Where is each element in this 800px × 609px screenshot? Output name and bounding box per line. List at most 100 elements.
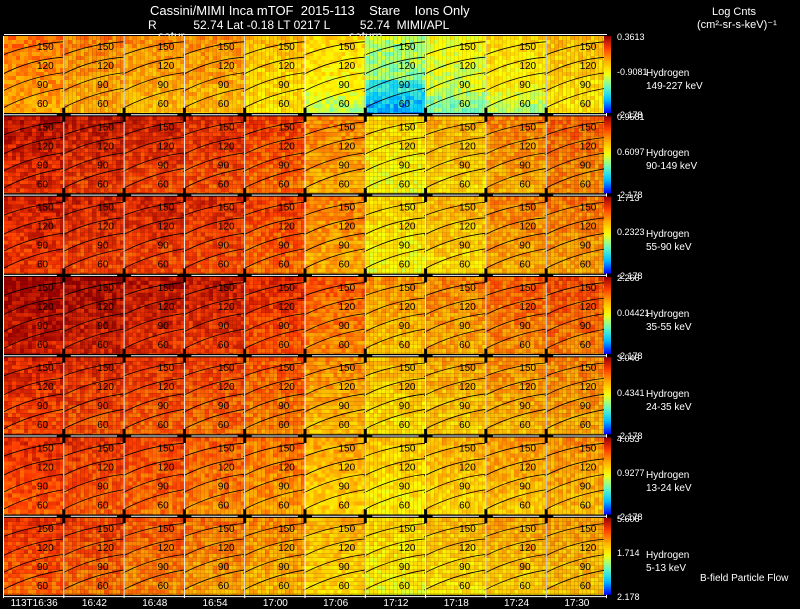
inca-image-panel (546, 36, 607, 113)
contour-label: 60 (278, 420, 290, 431)
colorbar-tick-label: -2.178 (617, 190, 643, 200)
field-contour-line (182, 312, 248, 333)
contour-label: 120 (278, 302, 295, 313)
contour-label: 60 (37, 501, 49, 512)
contour-label: 120 (399, 222, 416, 233)
field-contour-line (1, 121, 67, 136)
contour-label: 120 (580, 463, 597, 474)
field-contour-line (363, 362, 429, 377)
contour-label: 90 (97, 160, 109, 171)
contour-label: 90 (278, 321, 290, 332)
contour-label: 150 (339, 444, 356, 455)
inca-image-panel (124, 517, 184, 595)
contour-label: 90 (218, 160, 230, 171)
contour-label: 90 (278, 241, 290, 252)
contour-label: 120 (278, 382, 295, 393)
inca-image-panel (64, 437, 124, 515)
inca-image-panel (365, 437, 426, 515)
contour-label: 90 (580, 562, 592, 573)
colorbar-tick-label: -2.178 (617, 351, 643, 361)
contour-label: 120 (519, 222, 536, 233)
colorbar-tick-label: 0.4341 (617, 388, 645, 398)
field-contour-line (303, 569, 368, 591)
energy-range-label: 55-90 keV (646, 242, 692, 254)
field-contour-line (62, 136, 127, 156)
field-contour-line (423, 377, 489, 397)
contour-label: 120 (580, 141, 597, 152)
field-contour-line (62, 282, 127, 297)
inca-image-panel (124, 36, 184, 113)
contour-label: 90 (519, 80, 531, 91)
time-tick-label: 17:30 (564, 598, 589, 609)
field-contour-line (544, 328, 610, 350)
field-contour-line (303, 217, 368, 236)
contour-label: 120 (399, 463, 416, 474)
contour-label: 120 (278, 141, 295, 152)
contour-label: 150 (399, 203, 416, 214)
contour-label: 150 (459, 122, 476, 133)
field-contour-line (182, 473, 248, 494)
field-contour-line (423, 136, 489, 156)
contour-label: 90 (218, 80, 230, 91)
contour-label: 60 (459, 99, 471, 110)
time-tick-label: 17:06 (323, 598, 348, 609)
field-contour-line (484, 362, 549, 377)
contour-label: 120 (218, 61, 235, 72)
species-label: Hydrogen (646, 550, 689, 562)
field-contour-line (62, 393, 127, 413)
field-contour-line (544, 56, 610, 75)
field-contour-line (122, 488, 187, 511)
contour-label: 150 (399, 363, 416, 374)
field-contour-line (122, 553, 187, 574)
contour-label: 60 (519, 99, 531, 110)
field-contour-line (423, 152, 489, 173)
contour-label: 60 (37, 340, 49, 351)
contour-label: 60 (218, 260, 230, 271)
field-contour-line (363, 217, 429, 236)
field-contour-line (544, 87, 610, 109)
contour-label: 150 (37, 283, 54, 294)
field-contour-line (122, 167, 187, 190)
contour-label: 60 (158, 260, 170, 271)
contour-label: 60 (519, 501, 531, 512)
contour-label: 90 (97, 321, 109, 332)
field-contour-line (1, 538, 67, 557)
contour-label: 90 (37, 160, 49, 171)
contour-label: 90 (519, 321, 531, 332)
contour-label: 120 (97, 543, 114, 554)
contour-label: 120 (158, 141, 175, 152)
contour-label: 90 (158, 482, 170, 493)
contour-label: 150 (519, 203, 536, 214)
contour-label: 120 (97, 222, 114, 233)
field-contour-line (544, 297, 610, 316)
contour-label: 120 (158, 222, 175, 233)
contour-label: 120 (278, 543, 295, 554)
field-contour-line (544, 377, 610, 397)
field-contour-line (303, 408, 368, 430)
field-contour-line (363, 488, 429, 511)
contour-label: 120 (158, 543, 175, 554)
inca-image-panel (305, 36, 365, 113)
colorbar (604, 196, 611, 274)
contour-label: 90 (97, 562, 109, 573)
contour-label: 120 (97, 382, 114, 393)
field-contour-line (243, 87, 308, 109)
inca-image-panel (184, 517, 245, 595)
inca-image-panel (365, 116, 426, 194)
contour-label: 150 (278, 203, 295, 214)
field-contour-line (1, 377, 67, 397)
contour-label: 90 (399, 160, 411, 171)
contour-label: 60 (459, 179, 471, 190)
field-contour-line (484, 152, 549, 173)
contour-label: 90 (339, 321, 351, 332)
contour-label: 60 (278, 501, 290, 512)
field-contour-line (423, 312, 489, 333)
contour-label: 150 (218, 122, 235, 133)
contour-label: 120 (339, 463, 356, 474)
contour-label: 60 (519, 340, 531, 351)
field-contour-line (243, 282, 308, 297)
field-contour-line (243, 553, 308, 574)
contour-label: 120 (339, 302, 356, 313)
field-contour-line (423, 522, 489, 538)
contour-label: 120 (37, 61, 54, 72)
